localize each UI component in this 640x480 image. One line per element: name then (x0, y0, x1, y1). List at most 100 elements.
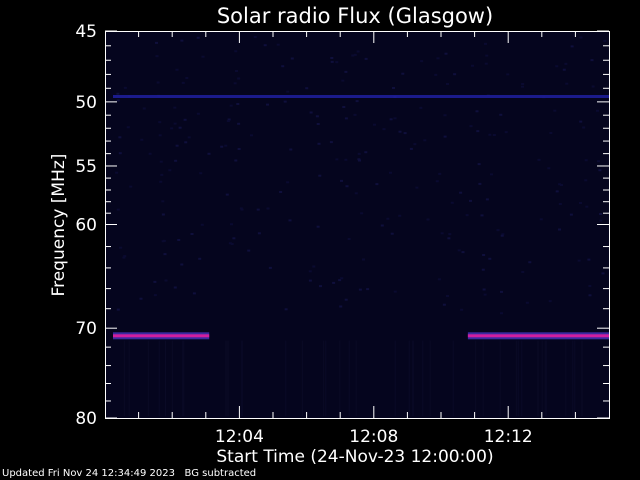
y-tick-label-80: 80 (75, 409, 97, 429)
noise-speck (380, 224, 384, 227)
noise-speck (483, 293, 487, 296)
noise-speck (590, 59, 594, 62)
noise-streak (429, 340, 431, 416)
noise-speck (116, 92, 120, 95)
noise-streak (412, 340, 414, 416)
noise-speck (485, 54, 489, 57)
noise-speck (178, 126, 182, 129)
noise-speck (440, 232, 444, 235)
noise-speck (173, 122, 177, 125)
noise-streak (545, 340, 547, 416)
noise-speck (457, 249, 461, 252)
noise-speck (357, 158, 361, 161)
noise-speck (316, 225, 320, 228)
noise-speck (525, 301, 529, 304)
noise-streak (537, 340, 539, 416)
noise-speck (362, 258, 365, 261)
noise-speck (159, 160, 163, 163)
noise-streak (499, 340, 501, 416)
noise-speck (446, 83, 449, 85)
noise-speck (353, 53, 357, 56)
noise-speck (187, 136, 191, 139)
noise-speck (140, 138, 144, 141)
noise-speck (599, 219, 603, 222)
noise-speck (438, 172, 442, 175)
noise-speck (158, 121, 162, 124)
y-tick-label-50: 50 (75, 93, 97, 113)
noise-speck (198, 257, 202, 260)
noise-speck (382, 128, 386, 131)
noise-speck (175, 144, 179, 147)
noise-speck (444, 52, 448, 55)
noise-speck (521, 83, 525, 85)
noise-speck (390, 232, 394, 235)
noise-speck (332, 281, 336, 284)
noise-speck (560, 184, 563, 186)
noise-speck (588, 294, 592, 297)
noise-speck (266, 103, 269, 106)
noise-speck (229, 104, 233, 107)
noise-speck (160, 173, 164, 176)
noise-speck (173, 106, 177, 109)
noise-speck (389, 171, 392, 174)
noise-speck (450, 201, 454, 204)
noise-speck (155, 41, 158, 44)
noise-speck (591, 85, 595, 88)
noise-speck (183, 118, 187, 121)
noise-speck (181, 81, 185, 84)
noise-speck (484, 42, 487, 45)
noise-speck (553, 109, 557, 112)
noise-speck (584, 179, 588, 182)
noise-speck (358, 288, 362, 291)
noise-speck (341, 79, 345, 82)
noise-speck (469, 125, 473, 128)
noise-speck (161, 213, 165, 216)
noise-speck (356, 50, 360, 53)
noise-speck (499, 113, 503, 116)
noise-speck (330, 57, 334, 59)
noise-speck (366, 288, 370, 291)
noise-speck (263, 44, 267, 47)
noise-streak (339, 340, 341, 416)
noise-speck (230, 223, 233, 226)
noise-speck (142, 107, 146, 110)
noise-speck (442, 303, 446, 306)
noise-speck (460, 308, 464, 311)
noise-speck (485, 198, 489, 201)
noise-speck (549, 132, 553, 134)
noise-speck (434, 73, 438, 76)
noise-streak (285, 340, 287, 416)
noise-speck (153, 294, 157, 297)
noise-speck (330, 60, 334, 63)
noise-speck (375, 183, 379, 186)
noise-speck (357, 152, 361, 155)
noise-streak (355, 340, 357, 416)
noise-speck (190, 233, 194, 235)
noise-streak (408, 340, 410, 416)
noise-streak (241, 340, 243, 416)
noise-speck (599, 213, 603, 215)
y-axis-label: Frequency [MHz] (49, 154, 69, 297)
noise-speck (123, 86, 127, 89)
noise-speck (386, 217, 390, 220)
noise-speck (528, 261, 532, 264)
x-axis-ticks: 12:04 12:08 12:12 (138, 31, 576, 447)
noise-speck (250, 134, 253, 137)
noise-speck (180, 39, 184, 42)
noise-streak (123, 340, 125, 416)
noise-speck (477, 163, 481, 166)
noise-speck (156, 81, 160, 84)
noise-speck (227, 118, 231, 121)
noise-speck (200, 223, 204, 226)
noise-layer (115, 36, 607, 416)
noise-speck (579, 36, 583, 39)
noise-speck (237, 148, 241, 150)
x-tick-label-12: 12:12 (484, 427, 533, 447)
noise-speck (164, 279, 168, 282)
noise-streak (323, 340, 325, 416)
noise-speck (228, 242, 232, 245)
noise-speck (347, 238, 351, 240)
noise-speck (335, 158, 339, 161)
noise-speck (478, 182, 482, 185)
